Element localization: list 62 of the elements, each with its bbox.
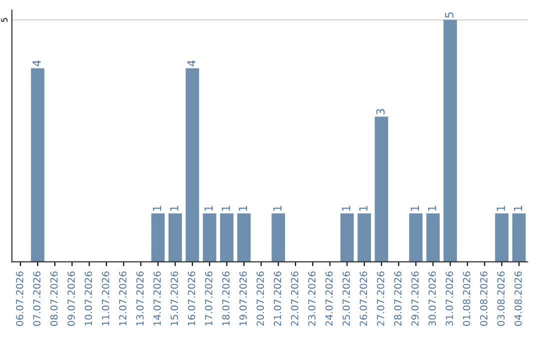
data-label: 1 — [514, 206, 522, 211]
x-tick-label: 28.07.2026 — [394, 271, 402, 326]
x-tick-label: 19.07.2026 — [239, 271, 247, 326]
x-tick-label: 12.07.2026 — [119, 271, 126, 326]
bar — [202, 213, 216, 262]
bar — [340, 213, 354, 262]
data-label: 4 — [32, 60, 41, 66]
x-tick-label: 15.07.2026 — [170, 271, 178, 326]
x-tick-label: 29.07.2026 — [411, 271, 419, 326]
data-label: 1 — [222, 206, 230, 211]
x-tick-label: 14.07.2026 — [153, 271, 161, 326]
x-tick-label: 16.07.2026 — [188, 271, 196, 326]
x-tick-label: 06.07.2026 — [16, 271, 24, 326]
data-label: 3 — [376, 109, 385, 114]
x-tick-label: 31.07.2026 — [446, 271, 454, 326]
x-tick-label: 24.07.2026 — [325, 271, 333, 326]
x-tick-label: 09.07.2026 — [68, 271, 75, 326]
x-tick-label: 18.07.2026 — [222, 271, 230, 326]
data-label: 1 — [359, 206, 368, 211]
x-tick-label: 26.07.2026 — [360, 271, 368, 326]
data-label: 1 — [428, 206, 436, 211]
x-tick-label: 21.07.2026 — [274, 271, 282, 326]
bar — [168, 213, 182, 262]
x-tick-label: 03.08.2026 — [497, 271, 505, 326]
data-label: 1 — [170, 206, 178, 211]
data-label: 1 — [238, 206, 248, 211]
data-label: 1 — [204, 206, 213, 211]
x-tick-label: 17.07.2026 — [205, 271, 212, 326]
data-label: 1 — [273, 206, 282, 211]
x-tick-label: 27.07.2026 — [376, 271, 384, 326]
bar — [220, 213, 234, 262]
bar — [358, 213, 371, 262]
bar — [444, 20, 457, 262]
bar — [151, 213, 165, 262]
bar — [237, 213, 251, 262]
x-tick-label: 01.08.2026 — [462, 271, 470, 326]
bar — [272, 213, 286, 262]
bar — [426, 213, 440, 262]
bar — [409, 213, 423, 262]
x-tick-label: 13.07.2026 — [136, 271, 144, 326]
x-tick-label: 23.07.2026 — [308, 271, 316, 326]
bar — [374, 116, 388, 262]
x-tick-label: 10.07.2026 — [84, 271, 92, 326]
x-tick-label: 08.07.2026 — [50, 271, 58, 326]
x-tick-label: 04.08.2026 — [514, 271, 522, 326]
data-label: 1 — [410, 206, 419, 211]
data-label: 4 — [187, 60, 196, 66]
bar — [186, 68, 200, 262]
x-tick-label: 20.07.2026 — [256, 271, 264, 326]
bar — [495, 213, 508, 262]
x-tick-label: 11.07.2026 — [102, 271, 110, 326]
data-label: 1 — [342, 206, 350, 211]
x-tick-label: 07.07.2026 — [33, 271, 40, 326]
x-tick-label: 25.07.2026 — [342, 271, 350, 326]
bar — [512, 213, 526, 262]
x-tick-label: 02.08.2026 — [480, 271, 488, 326]
data-label: 1 — [496, 206, 505, 211]
bar — [30, 68, 44, 262]
data-label: 5 — [445, 12, 454, 18]
x-tick-label: 30.07.2026 — [428, 271, 436, 326]
x-tick-label: 22.07.2026 — [290, 271, 298, 326]
data-label: 1 — [152, 206, 162, 211]
